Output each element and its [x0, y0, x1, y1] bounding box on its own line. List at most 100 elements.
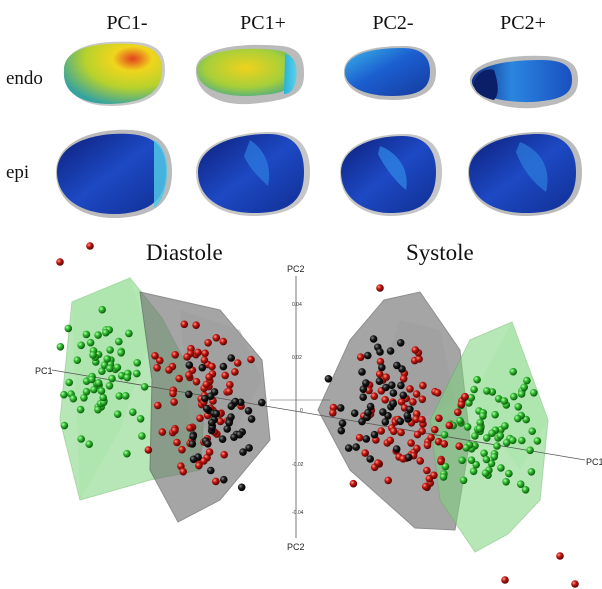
systole-black-point [359, 393, 368, 402]
diastole-red-point [144, 446, 153, 454]
diastole-green-point [60, 421, 69, 430]
systole-green-point [516, 480, 525, 489]
systole-green-point [483, 387, 491, 395]
diastole-black-point [204, 440, 212, 448]
systole-green-point [497, 464, 505, 472]
systole-red-point [384, 476, 393, 485]
diastole-green-point [103, 355, 111, 363]
outlier-point [86, 242, 94, 250]
diastole-red-point [212, 334, 221, 342]
diastole-green-point [123, 373, 132, 382]
outlier-point [501, 576, 509, 584]
diastole-green-point [94, 379, 103, 387]
systole-green-point [521, 486, 530, 494]
diastole-green-point [115, 392, 124, 400]
diastole-green-point [98, 305, 106, 314]
shape-renderings [56, 41, 582, 219]
diastole-red-point [170, 398, 178, 406]
diastole-green-point [140, 383, 149, 391]
systole-black-point [403, 411, 412, 420]
diastole-red-point [169, 389, 177, 398]
systole-green-point [471, 432, 479, 440]
systole-black-point [358, 368, 366, 376]
systole-green-point [491, 410, 499, 419]
diastole-green-point [65, 378, 73, 387]
systole-red-point [431, 425, 439, 434]
diastole-red-point [156, 356, 164, 365]
diastole-green-point [121, 392, 130, 400]
systole-green-point [509, 367, 517, 376]
diastole-green-point [82, 387, 91, 396]
systole-red-point [389, 427, 398, 436]
systole-red-point [435, 414, 443, 423]
systole-black-point [337, 426, 346, 435]
column-label-pc2-minus: PC2- [372, 12, 414, 34]
diastole-red-point [175, 374, 183, 383]
systole-green-point [482, 455, 491, 464]
column-label-pc2-plus: PC2+ [500, 12, 546, 34]
diastole-red-point [208, 362, 216, 371]
systole-green-point [517, 390, 526, 398]
diastole-red-point [200, 356, 209, 364]
systole-black-point [397, 381, 405, 390]
diastole-red-point [179, 467, 187, 476]
diastole-red-point [178, 445, 186, 454]
diastole-green-point [123, 449, 131, 458]
systole-green-point [463, 423, 472, 431]
diastole-black-point [202, 404, 211, 413]
diastole-green-point [115, 337, 123, 346]
systole-black-point [393, 361, 401, 370]
diastole-black-point [198, 363, 207, 372]
diastole-green-point [113, 410, 122, 419]
systole-red-point [329, 409, 337, 417]
systole-black-point [386, 347, 395, 355]
systole-green-point [480, 449, 488, 458]
diastole-red-point [231, 368, 239, 376]
diastole-black-point [185, 361, 194, 369]
systole-red-point [409, 398, 417, 406]
systole-red-point [440, 440, 449, 448]
endo-pc1-minus-shape [63, 41, 165, 107]
systole-black-point [336, 404, 345, 412]
systole-green-point [475, 424, 484, 433]
diastole-green-point [86, 338, 95, 347]
systole-red-point [412, 390, 421, 398]
diastole-green-point [69, 394, 78, 403]
outlier-point [376, 284, 384, 292]
diastole-red-point [154, 401, 162, 410]
systole-green-point [490, 453, 499, 461]
diastole-red-point [194, 348, 202, 357]
diastole-green-point [77, 435, 85, 443]
outlier-point [56, 258, 64, 266]
systole-black-point [362, 435, 371, 443]
systole-black-point [376, 348, 384, 356]
systole-green-point [488, 429, 496, 438]
systole-black-point [381, 418, 390, 426]
diastole-black-point [239, 448, 247, 456]
diastole-red-point [195, 461, 203, 470]
column-label-pc1-minus: PC1- [106, 12, 148, 34]
diastole-black-point [227, 413, 235, 421]
systole-black-point [344, 444, 353, 452]
diastole-red-point [201, 349, 209, 358]
diastole-red-point [183, 353, 191, 361]
diastole-black-point [207, 466, 215, 475]
systole-green-point [514, 414, 522, 423]
diastole-red-point [196, 414, 204, 423]
epi-pc2-minus-shape [340, 134, 442, 217]
diastole-green-point [106, 364, 114, 373]
diastole-black-point [219, 362, 228, 371]
systole-red-point [406, 385, 414, 393]
systole-red-point [355, 433, 364, 442]
diastole-green-point [129, 408, 137, 417]
systole-black-point [389, 399, 398, 408]
systole-red-point [381, 396, 390, 404]
systole-black-point [388, 381, 396, 390]
diastole-green-point [136, 415, 145, 423]
diastole-black-point [237, 483, 246, 492]
systole-black-point [404, 453, 413, 462]
diastole-green-point [82, 330, 91, 339]
diastole-green-point [133, 369, 141, 378]
diastole-red-point [247, 355, 255, 364]
